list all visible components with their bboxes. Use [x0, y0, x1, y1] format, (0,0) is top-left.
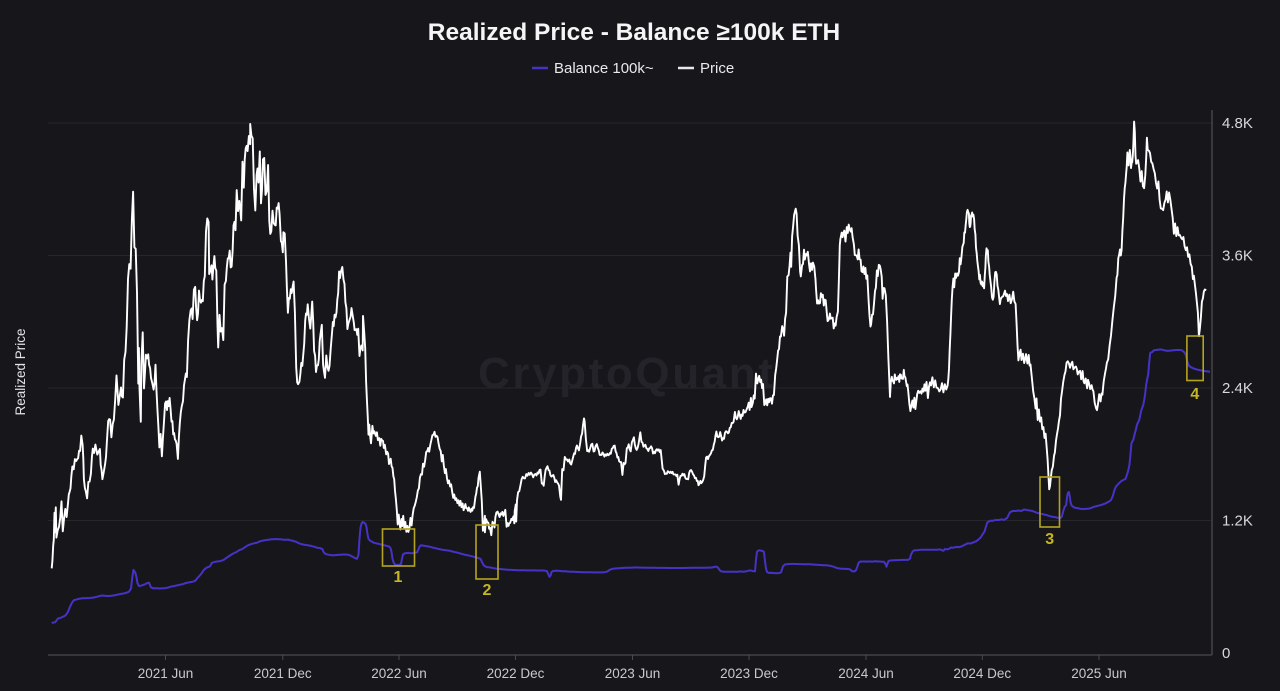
svg-text:4.8K: 4.8K	[1222, 115, 1253, 132]
svg-text:Price: Price	[700, 60, 734, 77]
svg-text:2.4K: 2.4K	[1222, 380, 1253, 397]
svg-text:2023 Jun: 2023 Jun	[605, 666, 661, 681]
svg-text:Realized Price: Realized Price	[13, 328, 28, 415]
svg-text:2: 2	[483, 582, 492, 599]
svg-text:2021 Dec: 2021 Dec	[254, 666, 312, 681]
svg-text:0: 0	[1222, 645, 1230, 662]
svg-text:4: 4	[1190, 386, 1199, 403]
svg-text:CryptoQuant: CryptoQuant	[478, 349, 775, 398]
svg-text:2023 Dec: 2023 Dec	[720, 666, 778, 681]
svg-text:2024 Jun: 2024 Jun	[838, 666, 894, 681]
svg-text:Realized Price - Balance ≥100k: Realized Price - Balance ≥100k ETH	[428, 19, 840, 46]
svg-text:1.2K: 1.2K	[1222, 513, 1253, 530]
svg-text:3.6K: 3.6K	[1222, 248, 1253, 265]
svg-text:2022 Dec: 2022 Dec	[487, 666, 545, 681]
svg-text:Balance 100k~: Balance 100k~	[554, 60, 654, 77]
svg-text:1: 1	[394, 569, 403, 586]
svg-text:3: 3	[1045, 531, 1054, 548]
svg-text:2025 Jun: 2025 Jun	[1071, 666, 1127, 681]
svg-text:2024 Dec: 2024 Dec	[953, 666, 1011, 681]
svg-text:2021 Jun: 2021 Jun	[138, 666, 194, 681]
svg-text:2022 Jun: 2022 Jun	[371, 666, 427, 681]
